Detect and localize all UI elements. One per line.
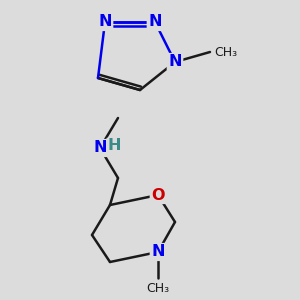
Text: H: H bbox=[107, 139, 121, 154]
Text: O: O bbox=[151, 188, 165, 202]
Text: N: N bbox=[148, 14, 162, 29]
Text: N: N bbox=[93, 140, 107, 155]
Text: N: N bbox=[98, 14, 112, 29]
Text: N: N bbox=[168, 55, 182, 70]
Text: CH₃: CH₃ bbox=[146, 282, 170, 295]
Text: CH₃: CH₃ bbox=[214, 46, 237, 59]
Text: N: N bbox=[151, 244, 165, 260]
